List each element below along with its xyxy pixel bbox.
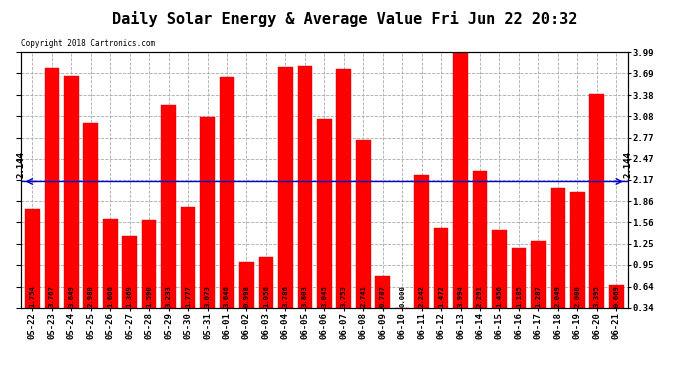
Bar xyxy=(414,175,429,308)
Text: 3.646: 3.646 xyxy=(224,285,230,307)
Text: 2.741: 2.741 xyxy=(360,285,366,307)
Text: 1.590: 1.590 xyxy=(146,285,152,307)
Bar xyxy=(122,236,137,308)
Bar xyxy=(453,52,468,308)
Text: 0.000: 0.000 xyxy=(399,285,405,307)
Bar xyxy=(570,192,584,308)
Bar xyxy=(142,220,157,308)
Text: 1.777: 1.777 xyxy=(185,285,191,307)
Bar xyxy=(64,76,79,308)
Bar xyxy=(83,123,98,308)
Bar xyxy=(356,140,371,308)
Text: 2.000: 2.000 xyxy=(574,285,580,307)
Bar xyxy=(181,207,195,308)
Text: 2.980: 2.980 xyxy=(88,285,94,307)
Bar xyxy=(609,285,624,308)
Text: 2.049: 2.049 xyxy=(555,285,561,307)
Text: 0.998: 0.998 xyxy=(244,285,250,307)
Text: 1.369: 1.369 xyxy=(127,285,132,307)
Bar xyxy=(259,258,273,307)
Text: Copyright 2018 Cartronics.com: Copyright 2018 Cartronics.com xyxy=(21,39,155,48)
Text: 1.606: 1.606 xyxy=(107,285,113,307)
Bar xyxy=(219,76,235,308)
Bar xyxy=(161,105,176,308)
Text: 1.456: 1.456 xyxy=(496,285,502,307)
Text: 1.287: 1.287 xyxy=(535,285,542,307)
Text: 1.185: 1.185 xyxy=(516,285,522,307)
Text: 2.144: 2.144 xyxy=(16,151,26,178)
Text: 0.787: 0.787 xyxy=(380,285,386,307)
Bar xyxy=(337,69,351,308)
Bar xyxy=(434,228,448,308)
Text: 1.056: 1.056 xyxy=(263,285,269,307)
Bar xyxy=(103,219,117,308)
Text: 3.045: 3.045 xyxy=(322,285,327,307)
Bar xyxy=(473,171,487,308)
Text: 0.669: 0.669 xyxy=(613,285,619,307)
Bar xyxy=(589,94,604,308)
Text: 1.754: 1.754 xyxy=(30,285,35,307)
Text: 3.994: 3.994 xyxy=(457,285,464,307)
Text: 3.395: 3.395 xyxy=(594,285,600,307)
Text: Daily Solar Energy & Average Value Fri Jun 22 20:32: Daily Solar Energy & Average Value Fri J… xyxy=(112,11,578,27)
Text: 2.242: 2.242 xyxy=(419,285,424,307)
Bar xyxy=(492,230,506,308)
Bar xyxy=(45,68,59,308)
Bar xyxy=(551,188,565,308)
Bar xyxy=(317,118,332,308)
Bar xyxy=(239,261,254,308)
Text: 3.786: 3.786 xyxy=(282,285,288,307)
Bar xyxy=(511,249,526,308)
Text: 1.472: 1.472 xyxy=(438,285,444,307)
Text: 2.291: 2.291 xyxy=(477,285,483,307)
Bar xyxy=(297,66,312,308)
Bar xyxy=(531,242,546,308)
Text: 3.649: 3.649 xyxy=(68,285,75,307)
Bar xyxy=(200,117,215,308)
Text: 3.753: 3.753 xyxy=(341,285,347,307)
Text: 3.073: 3.073 xyxy=(204,285,210,307)
Bar xyxy=(25,209,39,308)
Text: 3.767: 3.767 xyxy=(49,285,55,307)
Text: 3.803: 3.803 xyxy=(302,285,308,307)
Bar xyxy=(375,276,390,308)
Bar xyxy=(278,67,293,308)
Text: 3.233: 3.233 xyxy=(166,285,172,307)
Text: 2.144: 2.144 xyxy=(623,151,633,178)
